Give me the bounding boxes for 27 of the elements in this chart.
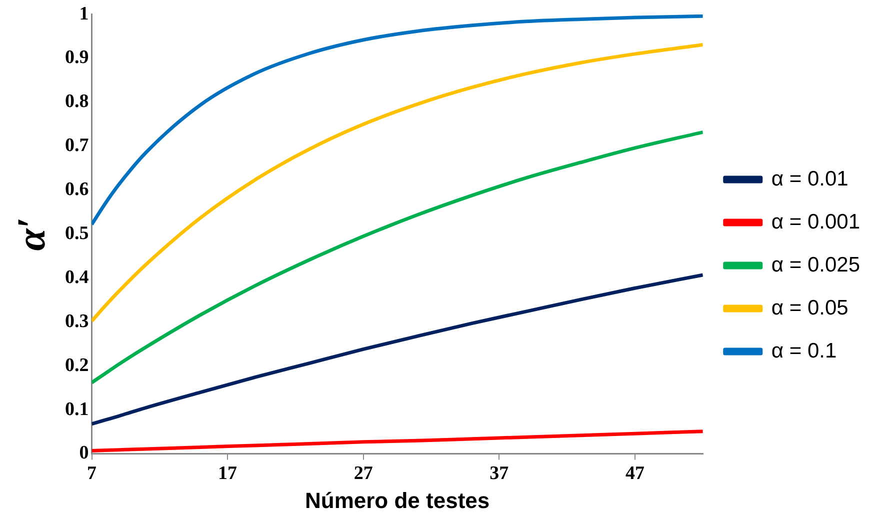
y-tick-label: 0	[79, 442, 89, 464]
x-tick-label: 37	[490, 463, 510, 484]
y-tick-label: 0.6	[65, 179, 89, 200]
x-tick-label: 27	[354, 463, 374, 484]
legend-label: α = 0.01	[771, 167, 848, 190]
y-tick-label: 0.5	[65, 223, 89, 244]
y-tick-label: 0.1	[65, 398, 89, 420]
y-tick-label: 1	[79, 3, 89, 24]
line-series	[92, 130, 703, 384]
y-tick-label: 0.3	[65, 310, 89, 332]
x-tick-label: 47	[625, 463, 645, 484]
line-series	[92, 42, 703, 323]
line-series	[92, 273, 703, 426]
legend-label: α = 0.1	[771, 339, 837, 362]
y-tick-label: 0.2	[65, 354, 89, 376]
x-axis-title: Número de testes	[305, 488, 490, 513]
x-tick-label: 7	[87, 463, 97, 484]
line-series	[92, 14, 703, 226]
y-tick-label: 0.8	[65, 91, 89, 112]
y-tick-label: 0.7	[65, 135, 90, 156]
x-tick-label: 17	[218, 463, 238, 484]
legend-label: α = 0.001	[771, 210, 860, 234]
legend-label: α = 0.05	[771, 296, 848, 320]
y-tick-label: 0.4	[65, 266, 90, 288]
y-tick-label: 0.9	[65, 47, 89, 68]
legend-label: α = 0.025	[771, 253, 860, 276]
y-axis-title: α′	[8, 217, 54, 251]
